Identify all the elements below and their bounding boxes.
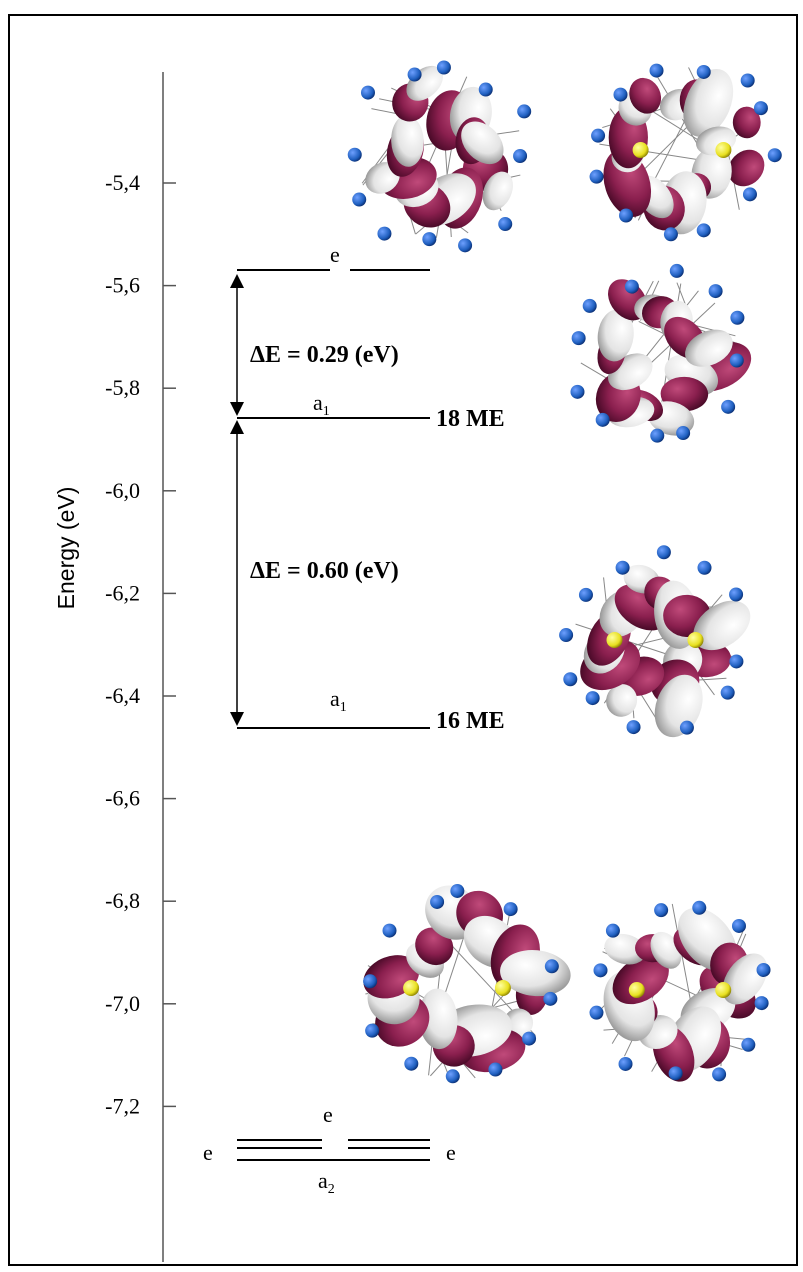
gap-arrow-upper-head-top — [230, 274, 244, 288]
orbital-e-upper-1 — [347, 60, 532, 253]
axis-tick-label: -6,8 — [105, 888, 140, 913]
label-a1-lower: a1 — [330, 686, 347, 715]
orbital-e-bottom-1 — [363, 883, 571, 1084]
axis-title: Energy (eV) — [53, 487, 79, 610]
axis-tick-label: -6,6 — [105, 786, 140, 811]
axis-tick-label: -6,4 — [105, 683, 140, 708]
axis-tick-label: -7,2 — [105, 1093, 140, 1118]
axis-tick-label: -5,4 — [105, 170, 140, 195]
axis-tick-label: -7,0 — [105, 991, 140, 1016]
axis-tick-label: -6,0 — [105, 478, 140, 503]
orbital-e-upper-2 — [589, 63, 782, 242]
orbital-a1-upper — [570, 263, 752, 443]
label-18-me: 18 ME — [436, 406, 505, 432]
label-e-bottom-right: e — [446, 1140, 456, 1165]
gap-arrow-lower-head-top — [230, 420, 244, 434]
figure-frame — [8, 14, 798, 1266]
label-e-upper: e — [330, 242, 340, 267]
axis-tick-label: -6,2 — [105, 580, 140, 605]
label-a2-bottom: a2 — [318, 1168, 335, 1197]
gap-arrow-upper-head-bottom — [230, 402, 244, 416]
label-e-bottom-top: e — [323, 1102, 333, 1127]
gap-arrow-lower-head-bottom — [230, 712, 244, 726]
label-16-me: 16 ME — [436, 708, 505, 734]
gap-label-lower: ΔE = 0.60 (eV) — [250, 558, 399, 584]
axis-tick-label: -5,6 — [105, 273, 140, 298]
orbital-e-bottom-2 — [589, 900, 771, 1082]
orbital-a1-lower — [559, 545, 751, 738]
label-a1-upper: a1 — [313, 390, 330, 419]
axis-ticks: -5,4 -5,6 -5,8 -6,0 -6,2 -6,4 -6,6 -6,8 -7,0 -7,2 — [105, 170, 176, 1118]
axis-tick-label: -5,8 — [105, 375, 140, 400]
gap-label-upper: ΔE = 0.29 (eV) — [250, 342, 399, 368]
label-e-bottom-left: e — [203, 1140, 213, 1165]
